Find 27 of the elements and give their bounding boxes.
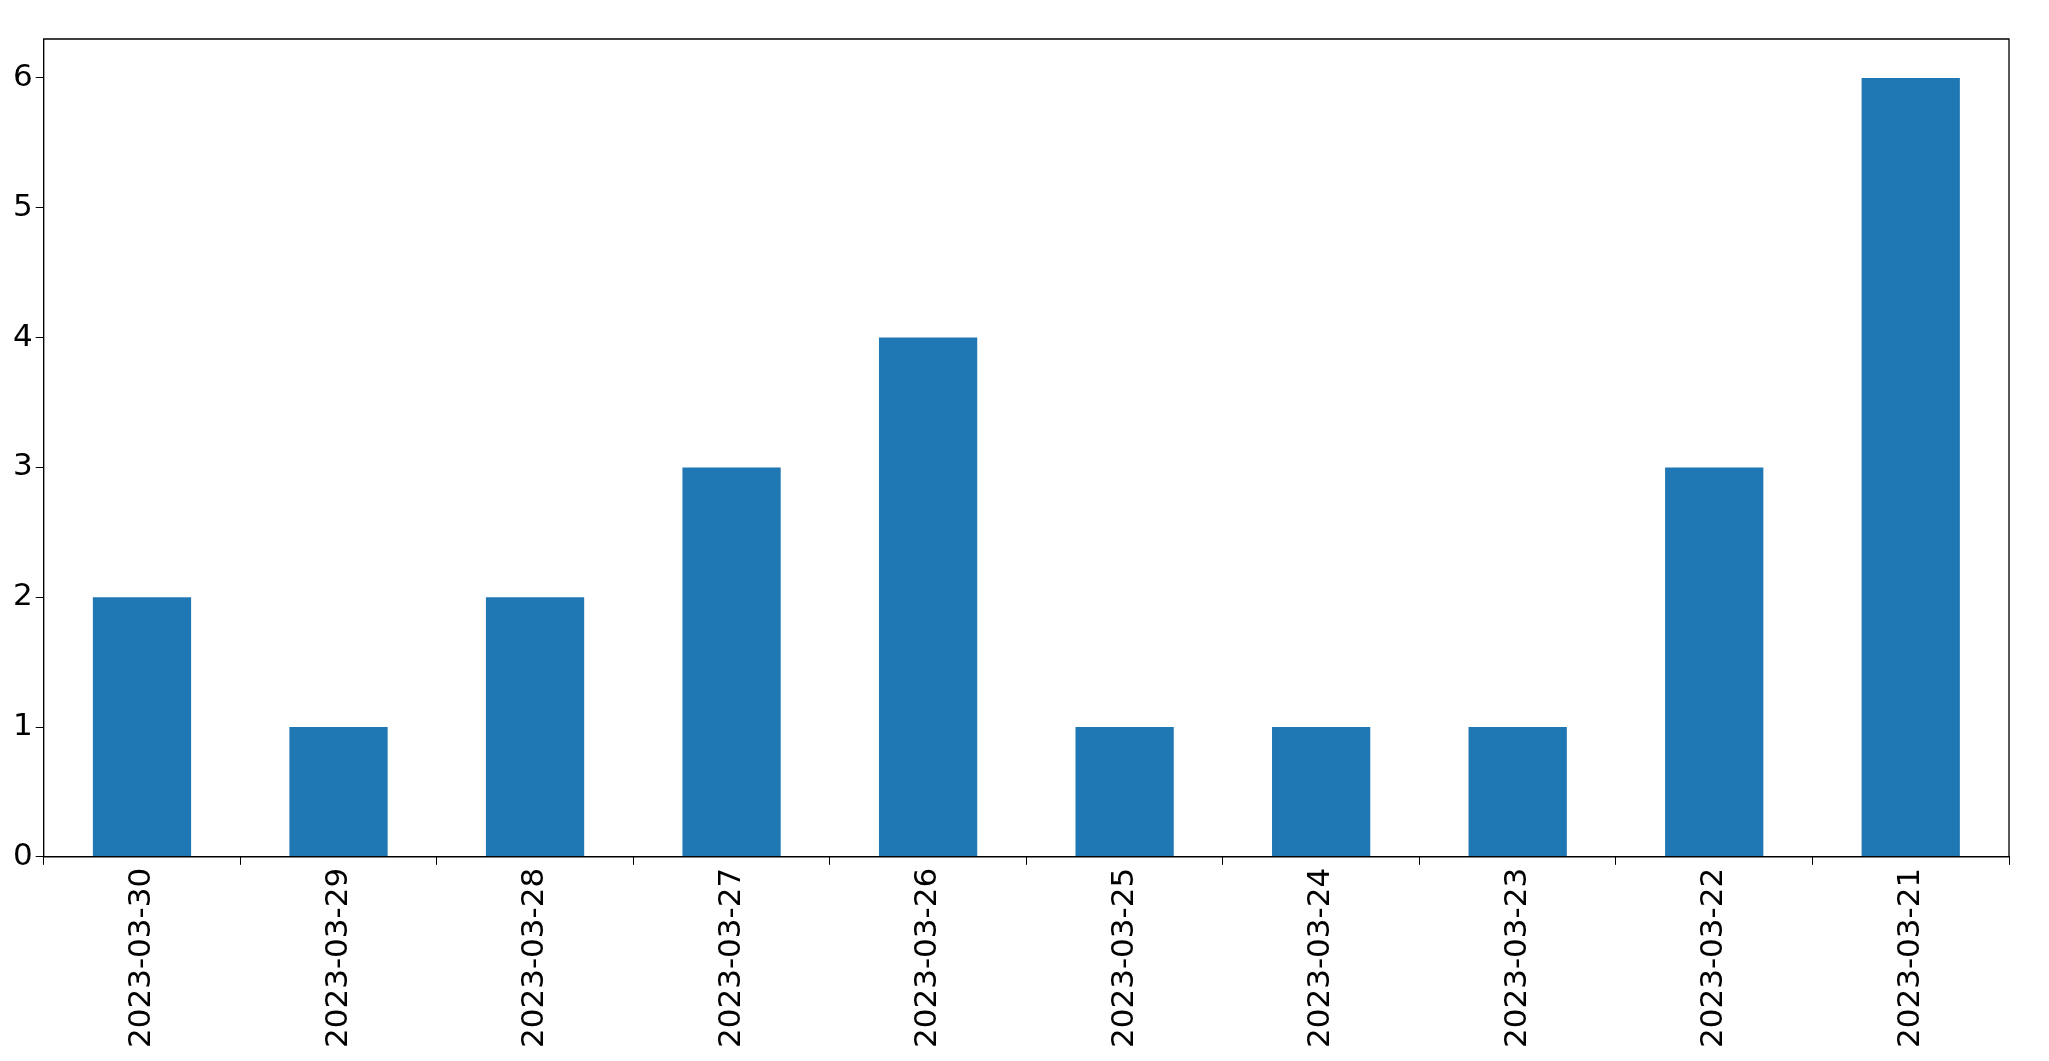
y-tick-label: 2	[12, 576, 33, 613]
bar	[289, 727, 388, 857]
y-tick-label: 6	[12, 56, 33, 93]
x-tick-label: 2023-03-26	[907, 867, 944, 1049]
x-tick-label: 2023-03-23	[1496, 867, 1533, 1049]
bar	[485, 597, 585, 857]
x-tick-label: 2023-03-21	[1889, 867, 1926, 1049]
y-tick-label: 4	[12, 316, 33, 353]
bar	[1075, 727, 1174, 857]
x-tick-label: 2023-03-22	[1693, 867, 1730, 1049]
x-tick-label: 2023-03-29	[317, 867, 354, 1049]
bar	[92, 597, 192, 857]
bar	[1665, 467, 1764, 857]
x-tick-label: 2023-03-25	[1103, 867, 1140, 1049]
y-tick-label: 3	[12, 446, 33, 483]
x-tick-label: 2023-03-28	[514, 867, 551, 1049]
bar	[1861, 77, 1960, 857]
y-tick-label: 1	[12, 706, 33, 743]
x-tick-label: 2023-03-27	[710, 867, 747, 1049]
y-tick-label: 5	[12, 186, 33, 223]
bar	[1468, 727, 1567, 857]
bar	[878, 337, 978, 857]
bar	[1272, 727, 1371, 857]
x-tick-label: 2023-03-30	[121, 867, 158, 1049]
x-tick-label: 2023-03-24	[1300, 867, 1337, 1049]
bar	[682, 467, 781, 857]
y-tick-label: 0	[12, 835, 33, 872]
